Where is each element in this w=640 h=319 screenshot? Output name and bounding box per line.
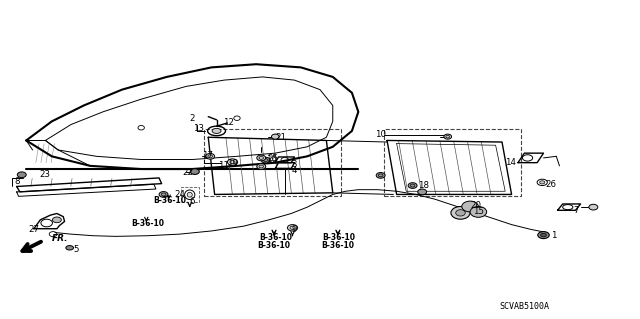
Text: 3: 3 — [291, 160, 297, 169]
Ellipse shape — [408, 183, 417, 189]
Text: 15: 15 — [473, 207, 484, 216]
Text: 7: 7 — [573, 206, 579, 215]
Text: 21: 21 — [275, 133, 286, 142]
Text: B-36-10: B-36-10 — [323, 233, 356, 242]
Ellipse shape — [52, 217, 61, 223]
Ellipse shape — [456, 210, 465, 216]
Text: 16: 16 — [266, 155, 276, 164]
Text: B-36-10: B-36-10 — [259, 233, 292, 242]
Ellipse shape — [540, 181, 545, 184]
Text: 8: 8 — [15, 177, 20, 186]
Ellipse shape — [187, 192, 192, 197]
Ellipse shape — [261, 157, 270, 163]
Ellipse shape — [376, 173, 385, 178]
Bar — [180, 187, 198, 202]
Ellipse shape — [287, 225, 298, 231]
Text: SCVAB5100A: SCVAB5100A — [499, 302, 549, 311]
Text: 5: 5 — [74, 245, 79, 254]
Text: 14: 14 — [505, 158, 516, 167]
Ellipse shape — [451, 206, 470, 219]
Text: 4: 4 — [291, 166, 297, 175]
Ellipse shape — [159, 192, 168, 197]
Text: 26: 26 — [545, 181, 556, 189]
Text: 23: 23 — [39, 170, 50, 179]
Text: 2: 2 — [189, 114, 195, 123]
Text: 9: 9 — [292, 225, 297, 234]
Ellipse shape — [257, 164, 266, 169]
Text: B-36-10: B-36-10 — [321, 241, 355, 250]
Ellipse shape — [470, 206, 486, 217]
Ellipse shape — [205, 153, 214, 159]
Text: 22: 22 — [182, 168, 193, 177]
Ellipse shape — [66, 246, 74, 250]
Ellipse shape — [462, 201, 478, 212]
Text: 6: 6 — [189, 197, 195, 206]
Ellipse shape — [212, 128, 221, 133]
Text: 19: 19 — [227, 159, 238, 168]
Text: 18: 18 — [418, 181, 429, 190]
Text: 20: 20 — [470, 201, 481, 210]
Ellipse shape — [17, 172, 26, 178]
Text: 1: 1 — [551, 231, 557, 240]
Ellipse shape — [418, 189, 427, 195]
Text: B-36-10: B-36-10 — [154, 196, 186, 205]
Ellipse shape — [190, 169, 199, 174]
Ellipse shape — [227, 159, 237, 165]
Ellipse shape — [541, 233, 547, 237]
Text: B-36-10: B-36-10 — [257, 241, 291, 250]
Ellipse shape — [538, 232, 549, 239]
Ellipse shape — [589, 204, 598, 210]
Ellipse shape — [271, 134, 279, 139]
Text: 27: 27 — [28, 225, 40, 234]
Bar — [204, 129, 341, 196]
Text: 11: 11 — [218, 161, 229, 170]
Text: FR.: FR. — [52, 234, 68, 243]
Bar — [384, 129, 521, 196]
Text: 12: 12 — [223, 117, 234, 127]
Text: 13: 13 — [193, 124, 204, 133]
Text: B-36-10: B-36-10 — [131, 219, 164, 227]
Text: 17: 17 — [202, 151, 212, 160]
Text: 24: 24 — [174, 190, 186, 199]
Text: 25: 25 — [267, 154, 278, 163]
Text: 10: 10 — [375, 130, 386, 138]
Ellipse shape — [257, 155, 266, 161]
Ellipse shape — [444, 134, 452, 139]
